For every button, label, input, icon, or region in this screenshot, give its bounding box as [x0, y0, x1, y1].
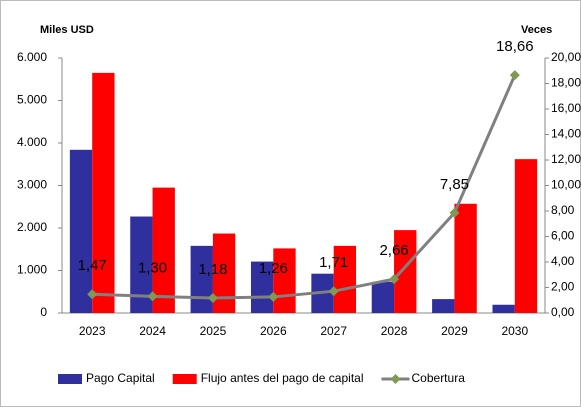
- y2-tick-label: 6,00: [551, 229, 575, 243]
- data-label: 1,18: [198, 261, 227, 278]
- y-tick-label: 6.000: [17, 50, 47, 64]
- bar: [394, 230, 417, 313]
- y2-tick-label: 8,00: [551, 203, 575, 217]
- data-label: 7,85: [440, 176, 469, 193]
- line: [92, 74, 517, 300]
- legend-label: Flujo antes del pago de capital: [201, 371, 364, 385]
- legend-swatch: [58, 374, 82, 384]
- y-tick-label: 5.000: [17, 93, 47, 107]
- marker: [207, 292, 218, 303]
- marker: [449, 207, 460, 218]
- bar: [190, 245, 213, 313]
- data-label: 1,26: [259, 260, 288, 277]
- bar: [492, 304, 515, 313]
- data-label: 2,66: [379, 242, 408, 259]
- x-tick-label: 2029: [441, 324, 468, 338]
- bar: [514, 159, 538, 313]
- y2-tick-label: 2,00: [551, 280, 575, 294]
- legend-swatch: [172, 374, 197, 384]
- x-tick-label: 2028: [381, 324, 408, 338]
- data-label: 1,71: [319, 254, 348, 271]
- y2-tick-label: 14,00: [551, 127, 581, 141]
- x-tick-label: 2023: [79, 324, 106, 338]
- y-tick-label: 4.000: [17, 135, 47, 149]
- bar: [432, 299, 455, 313]
- bar: [333, 245, 357, 313]
- bar: [273, 248, 296, 313]
- legend-label: Pago Capital: [86, 371, 155, 385]
- y2-tick-label: 10,00: [551, 178, 581, 192]
- legend-marker: [390, 374, 401, 384]
- y-tick-label: 2.000: [17, 220, 47, 234]
- y-tick-label: 1.000: [17, 263, 47, 277]
- x-tick-label: 2025: [200, 324, 227, 338]
- y2-tick-label: 0,00: [551, 305, 575, 319]
- bar: [212, 233, 236, 313]
- y2-tick-label: 4,00: [551, 254, 575, 268]
- x-tick-label: 2027: [320, 324, 347, 338]
- y2-tick-label: 18,00: [551, 76, 581, 90]
- right-axis-title: Veces: [521, 24, 552, 36]
- data-label: 1,30: [138, 259, 167, 276]
- data-label: 1,47: [78, 257, 107, 274]
- bar: [371, 281, 395, 313]
- bar: [152, 187, 175, 313]
- bar: [130, 216, 153, 313]
- data-label: 18,66: [496, 38, 534, 55]
- marker: [147, 291, 158, 302]
- y-tick-label: 0: [40, 305, 47, 319]
- marker: [389, 274, 400, 285]
- x-tick-label: 2030: [501, 324, 528, 338]
- bar: [454, 203, 477, 313]
- y2-tick-label: 16,00: [551, 101, 581, 115]
- bar: [92, 72, 115, 313]
- x-tick-label: 2024: [139, 324, 166, 338]
- y2-tick-label: 20,00: [551, 50, 581, 64]
- marker: [87, 289, 98, 300]
- x-tick-label: 2026: [260, 324, 287, 338]
- y2-tick-label: 12,00: [551, 152, 581, 166]
- marker: [509, 70, 520, 81]
- legend-label: Cobertura: [412, 371, 466, 385]
- marker: [268, 291, 279, 302]
- y-tick-label: 3.000: [17, 178, 47, 192]
- bar: [69, 149, 93, 313]
- marker: [328, 286, 339, 297]
- bar: [250, 261, 274, 313]
- left-axis-title: Miles USD: [40, 24, 94, 36]
